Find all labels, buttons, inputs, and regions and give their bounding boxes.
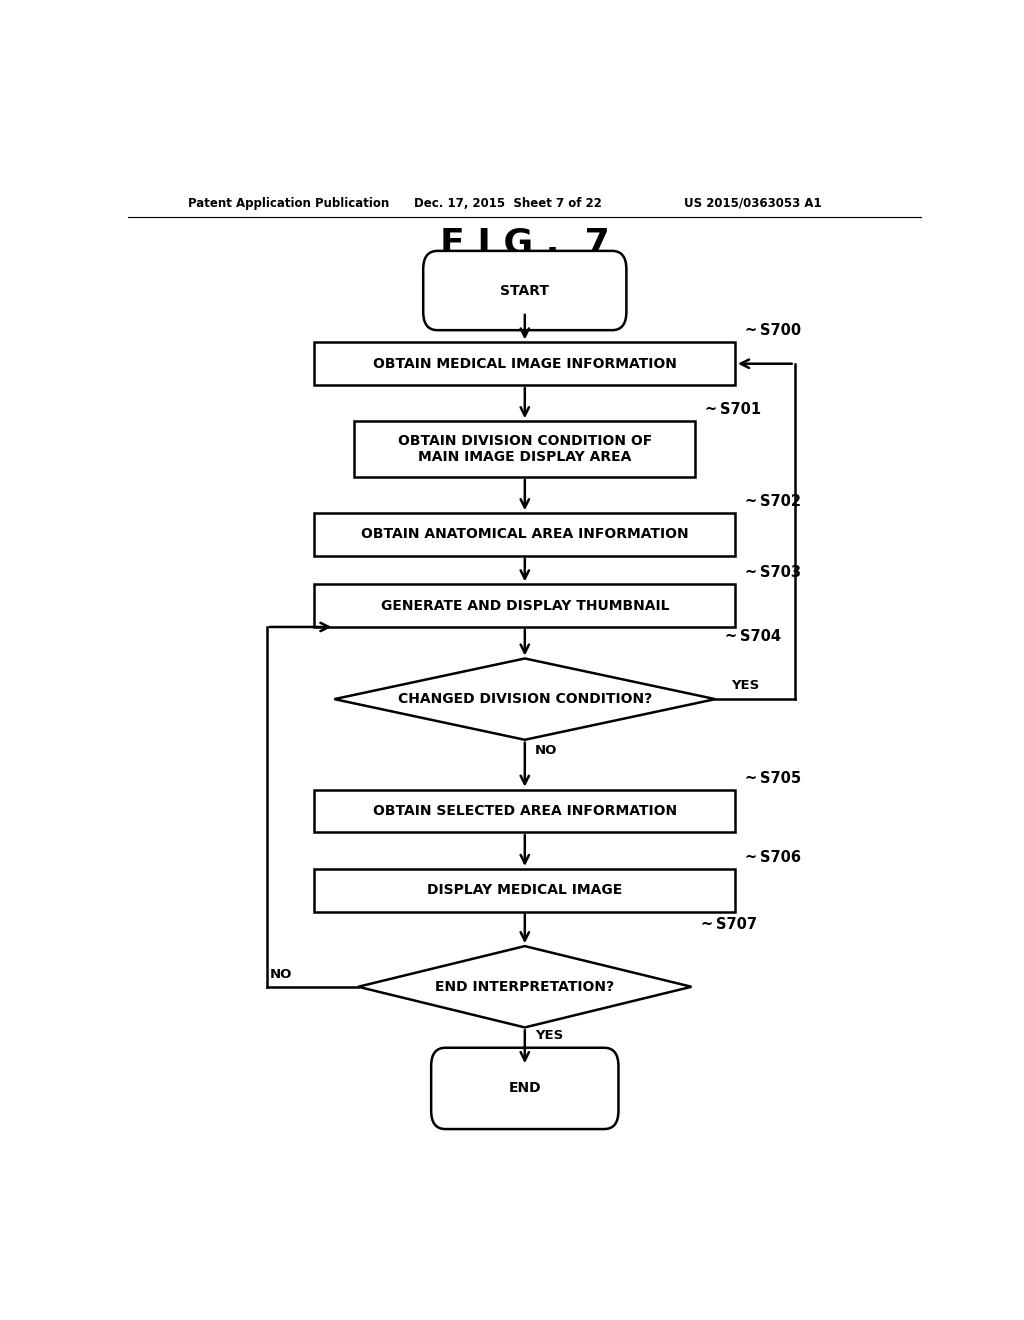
- Text: OBTAIN MEDICAL IMAGE INFORMATION: OBTAIN MEDICAL IMAGE INFORMATION: [373, 356, 677, 371]
- Text: ~ S707: ~ S707: [701, 917, 757, 932]
- Text: Dec. 17, 2015  Sheet 7 of 22: Dec. 17, 2015 Sheet 7 of 22: [414, 197, 601, 210]
- Text: END: END: [509, 1081, 541, 1096]
- Text: YES: YES: [731, 678, 760, 692]
- Text: Patent Application Publication: Patent Application Publication: [187, 197, 389, 210]
- Text: ~ S706: ~ S706: [744, 850, 801, 865]
- Text: OBTAIN ANATOMICAL AREA INFORMATION: OBTAIN ANATOMICAL AREA INFORMATION: [361, 528, 688, 541]
- Text: ~ S704: ~ S704: [725, 630, 780, 644]
- Text: ~ S702: ~ S702: [744, 494, 801, 510]
- Text: ~ S701: ~ S701: [705, 403, 761, 417]
- Bar: [354, 421, 695, 477]
- Text: OBTAIN DIVISION CONDITION OF
MAIN IMAGE DISPLAY AREA: OBTAIN DIVISION CONDITION OF MAIN IMAGE …: [397, 434, 652, 465]
- Polygon shape: [358, 946, 691, 1027]
- Text: GENERATE AND DISPLAY THUMBNAIL: GENERATE AND DISPLAY THUMBNAIL: [381, 598, 669, 612]
- Text: US 2015/0363053 A1: US 2015/0363053 A1: [684, 197, 821, 210]
- Bar: [314, 585, 735, 627]
- Text: ~ S700: ~ S700: [744, 323, 801, 338]
- Bar: [314, 513, 735, 556]
- Text: OBTAIN SELECTED AREA INFORMATION: OBTAIN SELECTED AREA INFORMATION: [373, 804, 677, 818]
- Text: END INTERPRETATION?: END INTERPRETATION?: [435, 979, 614, 994]
- FancyBboxPatch shape: [431, 1048, 618, 1129]
- Text: START: START: [501, 284, 549, 297]
- Bar: [314, 869, 735, 912]
- FancyBboxPatch shape: [423, 251, 627, 330]
- Text: NO: NO: [536, 744, 557, 756]
- Text: ~ S705: ~ S705: [744, 771, 801, 785]
- Bar: [314, 342, 735, 385]
- Text: F I G .  7: F I G . 7: [440, 227, 609, 261]
- Text: YES: YES: [536, 1030, 563, 1043]
- Text: ~ S703: ~ S703: [744, 565, 801, 581]
- Text: CHANGED DIVISION CONDITION?: CHANGED DIVISION CONDITION?: [397, 692, 652, 706]
- Polygon shape: [334, 659, 715, 739]
- Text: DISPLAY MEDICAL IMAGE: DISPLAY MEDICAL IMAGE: [427, 883, 623, 898]
- Text: NO: NO: [270, 968, 293, 981]
- Bar: [314, 789, 735, 833]
